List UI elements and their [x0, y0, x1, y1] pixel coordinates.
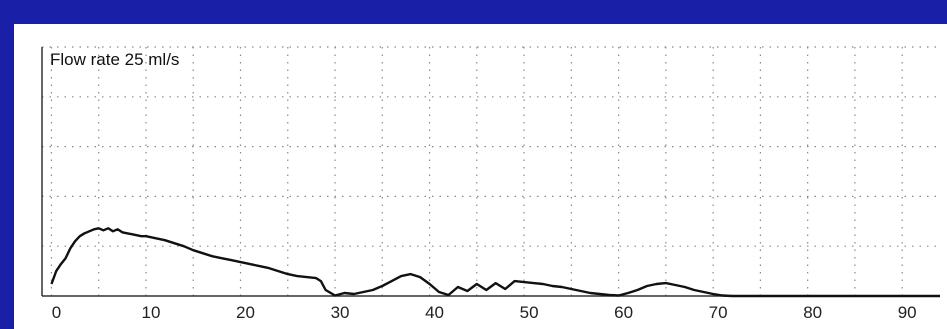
x-tick-label: 90 [898, 303, 917, 322]
x-tick-label: 20 [236, 303, 255, 322]
x-tick-label: 30 [331, 303, 350, 322]
x-tick-label: 0 [52, 303, 61, 322]
grid-lines [42, 46, 940, 296]
x-tick-label: 10 [142, 303, 161, 322]
series-line [50, 227, 940, 298]
chart-panel [14, 24, 947, 329]
x-tick-labels: 0 10 20 30 40 50 60 70 80 90 [52, 303, 917, 322]
x-tick-label: 50 [520, 303, 539, 322]
axes [41, 47, 940, 297]
x-tick-label: 60 [614, 303, 633, 322]
x-tick-label: 80 [803, 303, 822, 322]
x-tick-label: 40 [425, 303, 444, 322]
chart-title: Flow rate 25 ml/s [50, 50, 179, 69]
x-tick-label: 70 [709, 303, 728, 322]
